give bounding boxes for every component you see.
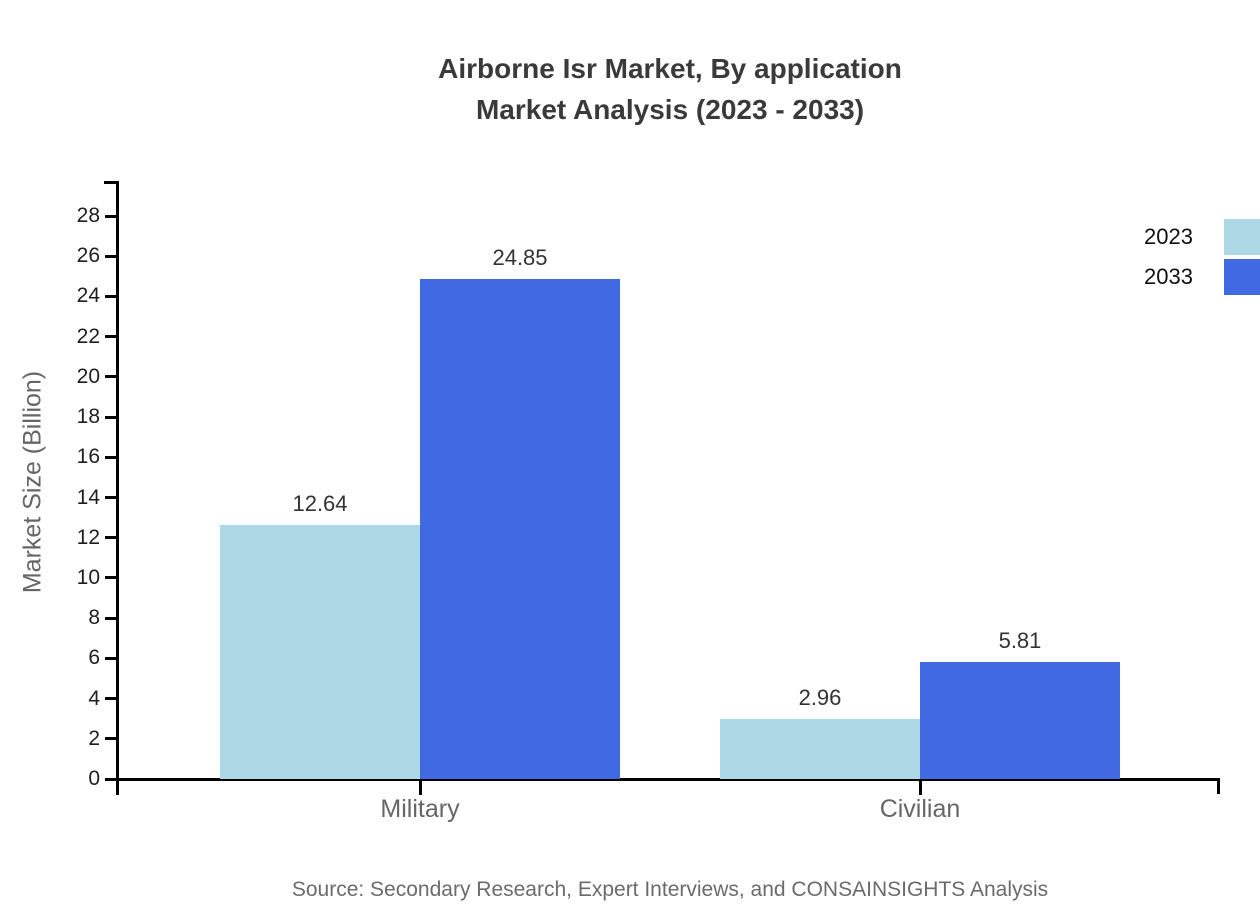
bar-civilian-2023 — [720, 719, 920, 779]
y-tick-mark — [105, 335, 117, 339]
legend-swatch-2023 — [1224, 219, 1260, 255]
x-axis-endcap-tick — [1217, 778, 1220, 794]
chart-title-line2: Market Analysis (2023 - 2033) — [475, 94, 865, 125]
y-tick-mark — [105, 254, 117, 258]
y-tick-mark — [105, 697, 117, 701]
y-tick-label: 24 — [76, 284, 100, 308]
x-axis-line — [116, 778, 1220, 781]
y-tick-label: 4 — [88, 686, 100, 710]
bar-civilian-2033 — [920, 662, 1120, 779]
y-tick-label: 8 — [88, 606, 100, 630]
y-axis-line — [116, 181, 119, 795]
y-tick-mark — [105, 576, 117, 580]
legend-item-2023: 2023 — [960, 219, 1260, 255]
bar-value-military-2023: 12.64 — [292, 490, 348, 516]
y-tick-label: 20 — [76, 364, 100, 388]
y-tick-mark — [105, 616, 117, 620]
legend-item-2033: 2033 — [960, 259, 1260, 295]
y-tick-mark — [105, 656, 117, 660]
legend-label-2033: 2033 — [1144, 264, 1193, 289]
y-tick-mark — [105, 455, 117, 459]
legend-swatch-2033 — [1224, 259, 1260, 295]
y-tick-mark — [105, 294, 117, 298]
bar-military-2023 — [220, 524, 420, 779]
source-note: Source: Secondary Research, Expert Inter… — [291, 878, 1049, 901]
y-axis-endcap-tick — [104, 181, 117, 184]
x-tick-mark — [418, 780, 422, 795]
x-category-label-military: Military — [380, 795, 460, 823]
y-tick-label: 16 — [76, 445, 100, 469]
bar-value-civilian-2033: 5.81 — [998, 628, 1042, 654]
y-tick-label: 10 — [76, 565, 100, 589]
y-tick-label: 2 — [88, 726, 100, 750]
y-tick-mark — [105, 375, 117, 379]
legend-label-2023: 2023 — [1144, 224, 1193, 249]
y-tick-label: 6 — [88, 646, 100, 670]
y-tick-mark — [105, 214, 117, 218]
y-tick-label: 28 — [76, 204, 100, 227]
legend: 2023 2033 — [960, 219, 1260, 295]
y-tick-label: 18 — [76, 405, 100, 429]
y-tick-mark — [105, 415, 117, 419]
x-tick-mark — [918, 780, 922, 795]
y-tick-label: 26 — [76, 244, 100, 268]
y-tick-label: 0 — [88, 767, 100, 790]
y-tick-mark — [105, 536, 117, 540]
bar-value-military-2033: 24.85 — [492, 245, 548, 271]
y-tick-mark — [105, 777, 117, 781]
x-category-label-civilian: Civilian — [879, 795, 961, 823]
y-tick-label: 22 — [76, 324, 100, 348]
y-tick-label: 12 — [76, 525, 100, 549]
chart-title: Airborne Isr Market, By application Mark… — [80, 48, 1260, 130]
y-tick-mark — [105, 737, 117, 741]
chart-title-line1: Airborne Isr Market, By application — [438, 53, 902, 84]
bar-value-civilian-2023: 2.96 — [798, 685, 842, 711]
y-tick-label: 14 — [76, 485, 100, 509]
bar-military-2033 — [420, 279, 620, 779]
y-tick-mark — [105, 496, 117, 499]
